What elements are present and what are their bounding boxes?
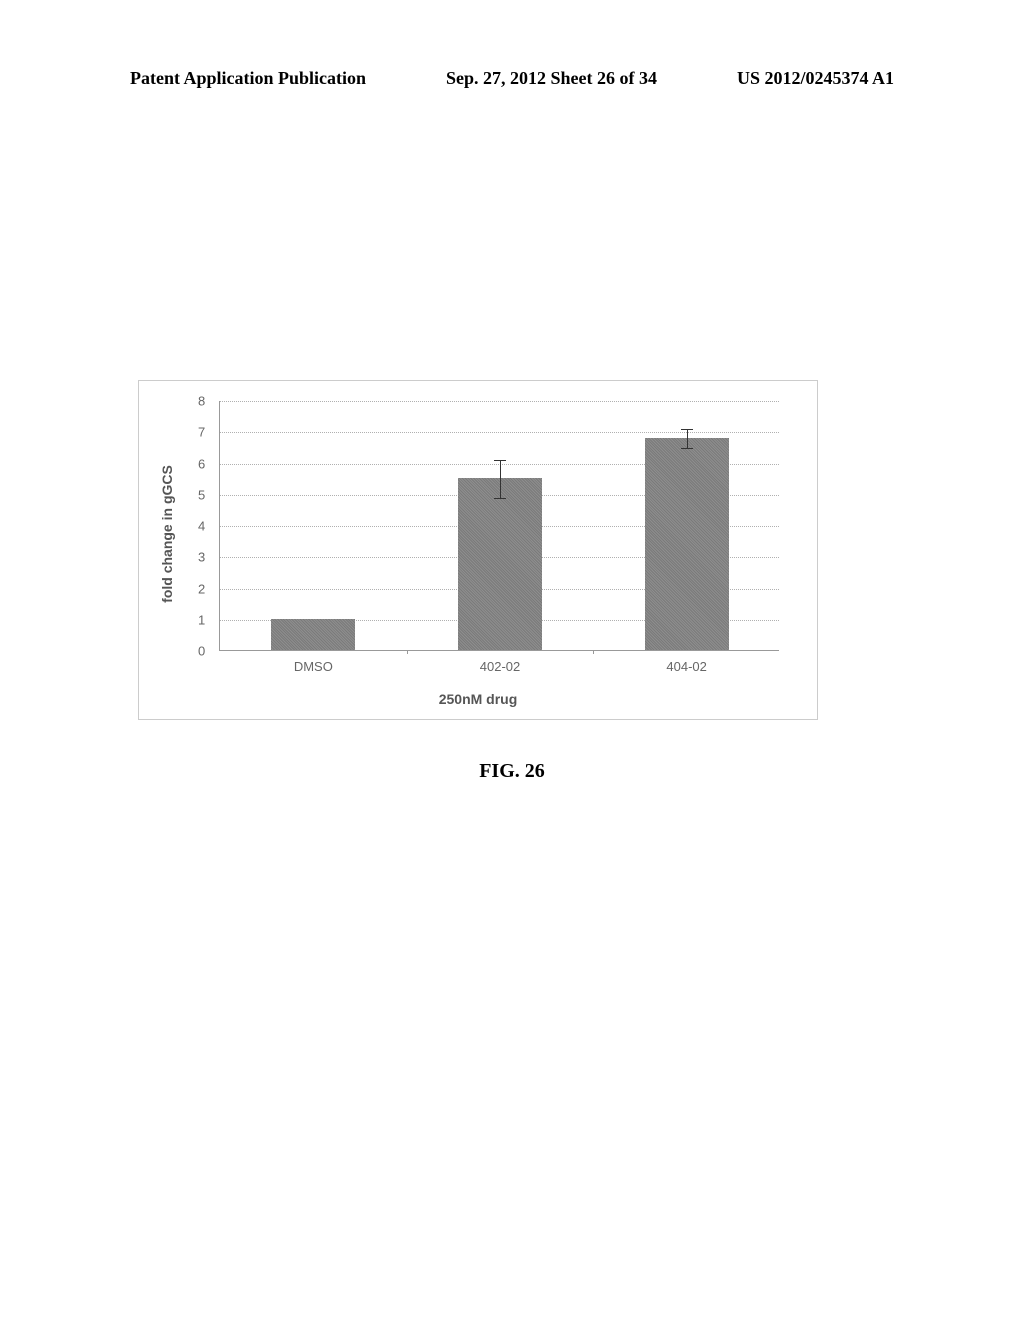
y-tick-label: 3	[198, 550, 205, 565]
x-tick-mark	[407, 650, 408, 654]
error-cap	[494, 460, 506, 461]
error-cap	[681, 429, 693, 430]
header-date-sheet: Sep. 27, 2012 Sheet 26 of 34	[446, 68, 657, 89]
gridline	[220, 432, 779, 433]
x-axis-label: 250nM drug	[439, 691, 518, 707]
x-tick-label: 402-02	[480, 659, 520, 674]
y-tick-label: 5	[198, 487, 205, 502]
y-tick-label: 4	[198, 519, 205, 534]
bar-chart: fold change in gGCS 012345678DMSO402-024…	[138, 380, 818, 720]
y-tick-label: 6	[198, 456, 205, 471]
page-header: Patent Application Publication Sep. 27, …	[0, 68, 1024, 89]
y-axis-label: fold change in gGCS	[159, 465, 175, 603]
y-tick-label: 0	[198, 644, 205, 659]
error-cap	[494, 498, 506, 499]
y-tick-label: 2	[198, 581, 205, 596]
bar	[271, 619, 355, 650]
gridline	[220, 401, 779, 402]
x-tick-label: DMSO	[294, 659, 333, 674]
x-tick-mark	[593, 650, 594, 654]
error-bar	[687, 429, 688, 448]
header-publication-label: Patent Application Publication	[130, 68, 366, 89]
y-tick-label: 1	[198, 612, 205, 627]
figure-caption: FIG. 26	[479, 760, 545, 783]
y-tick-label: 8	[198, 394, 205, 409]
error-bar	[500, 460, 501, 498]
bar	[645, 438, 729, 651]
plot-area: 012345678DMSO402-02404-02	[219, 401, 779, 651]
header-patent-number: US 2012/0245374 A1	[737, 68, 894, 89]
y-tick-label: 7	[198, 425, 205, 440]
x-tick-label: 404-02	[666, 659, 706, 674]
bar	[458, 478, 542, 650]
error-cap	[681, 448, 693, 449]
